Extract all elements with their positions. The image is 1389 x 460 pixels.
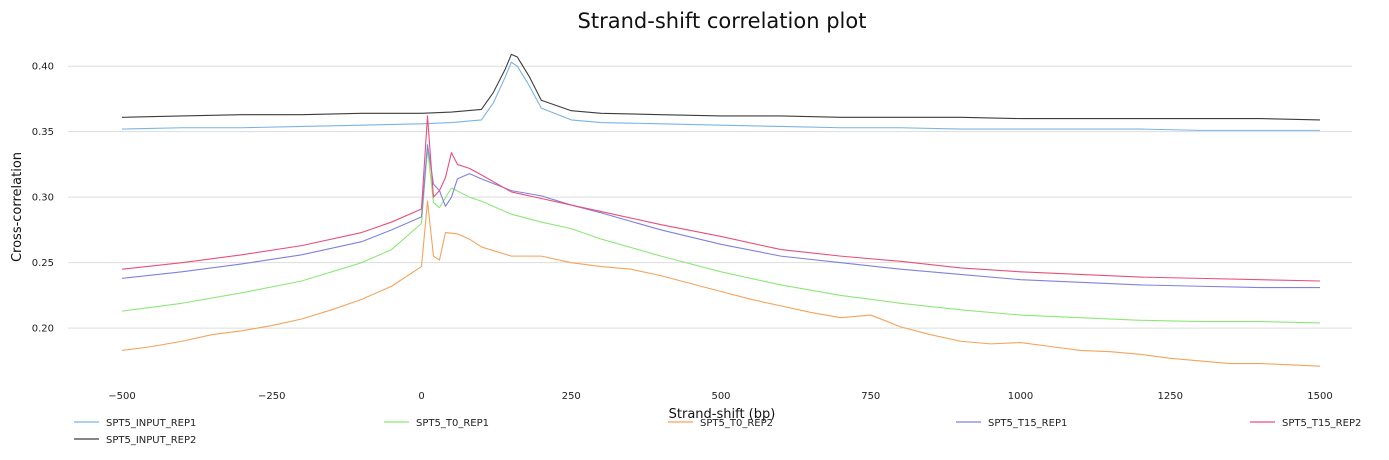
series-line-spt5-t15-rep2 [121,115,1321,282]
series-line-spt5-t0-rep1 [121,148,1321,324]
grid-lines [68,65,1352,329]
y-axis-ticks: 0.20 0.25 0.30 0.35 0.40 [32,62,54,335]
y-axis-label: Cross-correlation [10,152,25,262]
legend-item: SPT5_INPUT_REP1 [74,418,196,429]
x-tick-label: 750 [861,391,880,402]
series-line-spt5-input-rep1 [121,61,1320,131]
x-axis-label: Strand-shift (bp) [669,407,776,422]
legend-item: SPT5_T0_REP2 [668,418,773,429]
y-tick-label: 0.20 [32,324,54,335]
series-line-spt5-input-rep2 [121,53,1321,121]
legend-label: SPT5_T15_REP2 [1282,418,1361,429]
chart-title: Strand-shift correlation plot [578,9,867,33]
x-tick-label: 500 [711,391,730,402]
series-line-spt5-t15-rep1 [121,144,1320,289]
x-axis-ticks: −500 −250 0 250 500 750 1000 1250 1500 [108,391,1332,402]
legend-item: SPT5_T15_REP2 [1250,418,1361,429]
x-tick-label: −250 [258,391,285,402]
legend-label: SPT5_INPUT_REP1 [106,418,196,429]
y-tick-label: 0.25 [32,258,54,269]
x-tick-label: 0 [418,391,424,402]
series-line-spt5-t0-rep2 [121,200,1321,367]
legend: SPT5_INPUT_REP1 SPT5_INPUT_REP2 SPT5_T0_RE… [74,418,1361,446]
series-lines [121,53,1321,367]
x-tick-label: 1250 [1158,391,1183,402]
legend-item: SPT5_T15_REP1 [956,418,1067,429]
x-tick-label: 1500 [1307,391,1332,402]
y-tick-label: 0.35 [32,127,54,138]
legend-item: SPT5_T0_REP1 [384,418,489,429]
y-tick-label: 0.40 [32,62,54,73]
legend-label: SPT5_T15_REP1 [988,418,1067,429]
x-tick-label: 250 [562,391,581,402]
legend-label: SPT5_T0_REP2 [700,418,773,429]
x-tick-label: −500 [108,391,135,402]
legend-label: SPT5_INPUT_REP2 [106,435,196,446]
y-tick-label: 0.30 [32,193,54,204]
legend-item: SPT5_INPUT_REP2 [74,435,196,446]
x-tick-label: 1000 [1008,391,1033,402]
legend-label: SPT5_T0_REP1 [416,418,489,429]
